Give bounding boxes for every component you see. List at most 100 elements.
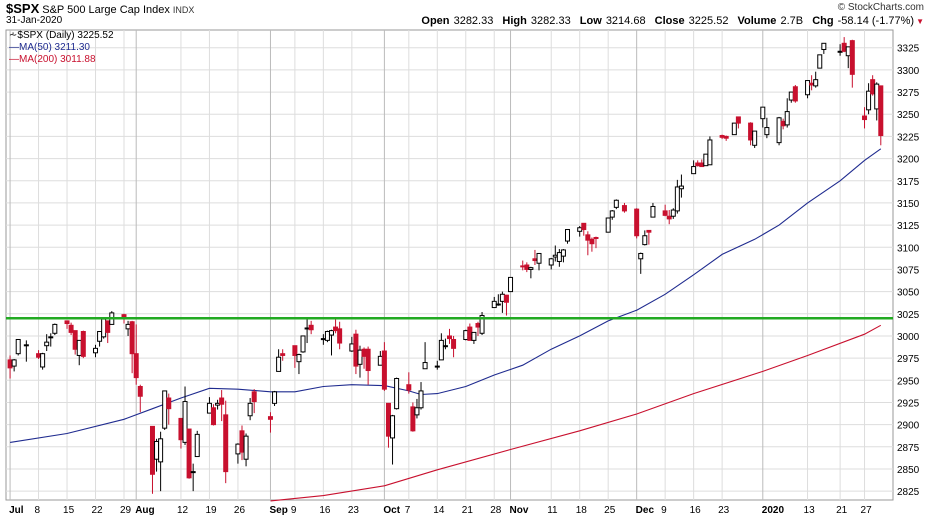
candle-body xyxy=(878,85,884,137)
candle-body xyxy=(642,235,648,246)
x-tick-label: 21 xyxy=(462,505,474,516)
ma50-line xyxy=(10,148,882,443)
candle-body xyxy=(817,54,823,69)
candle-body xyxy=(499,293,505,302)
high-label: High xyxy=(502,15,527,27)
x-tick-label: 27 xyxy=(861,505,873,516)
candle-body xyxy=(837,50,843,53)
candle-body xyxy=(752,130,758,146)
candle-body xyxy=(353,333,359,367)
candle-body xyxy=(821,42,827,51)
candle-body xyxy=(532,258,538,262)
candle-body xyxy=(158,438,164,463)
candle-body xyxy=(451,338,457,349)
low-label: Low xyxy=(579,15,602,27)
candle-body xyxy=(638,252,644,260)
y-tick-label: 3025 xyxy=(897,310,920,321)
candle-body xyxy=(365,348,371,372)
candle-body xyxy=(101,318,107,338)
candle-body xyxy=(320,338,326,341)
candle-body xyxy=(723,135,729,139)
y-tick-label: 2850 xyxy=(897,465,920,476)
candle-body xyxy=(349,343,355,352)
chart-header: $SPX S&P 500 Large Cap Index INDX 31-Jan-2… xyxy=(6,1,924,29)
x-tick-label: Nov xyxy=(510,505,529,516)
candle-body xyxy=(219,397,225,405)
candle-body xyxy=(475,323,481,328)
candle-body xyxy=(251,391,257,403)
candle-body xyxy=(52,323,58,334)
candle-body xyxy=(385,402,391,437)
x-tick-label: Oct xyxy=(383,505,400,516)
symbol-title: $SPX S&P 500 Large Cap Index INDX xyxy=(6,1,194,16)
candle-body xyxy=(97,331,103,342)
x-tick-label: 13 xyxy=(804,505,816,516)
exchange: INDX xyxy=(172,5,195,15)
candle-body xyxy=(813,79,819,87)
x-tick-label: Sep xyxy=(269,505,287,516)
candle-body xyxy=(235,443,241,455)
candle-body xyxy=(621,205,627,212)
y-tick-label: 2925 xyxy=(897,398,920,409)
candle-body xyxy=(536,252,542,264)
candle-body xyxy=(48,336,54,339)
x-tick-label: 21 xyxy=(836,505,848,516)
close-label: Close xyxy=(654,15,685,27)
candle-body xyxy=(866,90,872,111)
y-tick-label: 2975 xyxy=(897,354,920,365)
candle-body xyxy=(585,234,591,241)
candle-body xyxy=(337,328,343,344)
symbol: $SPX xyxy=(6,1,40,16)
high-value: 3282.33 xyxy=(530,15,571,27)
candle-body xyxy=(304,327,310,330)
x-tick-label: 15 xyxy=(63,505,75,516)
x-tick-label: 8 xyxy=(35,505,41,516)
chg-label: Chg xyxy=(812,15,834,27)
candle-body xyxy=(357,349,363,365)
candle-body xyxy=(296,354,302,363)
candle-body xyxy=(186,428,192,479)
candle-body xyxy=(390,415,396,439)
candle-body xyxy=(662,210,668,216)
x-tick-label: 12 xyxy=(177,505,189,516)
candle-body xyxy=(609,210,615,218)
candle-body xyxy=(414,407,420,416)
candle-body xyxy=(44,341,50,347)
candle-body xyxy=(792,86,798,102)
x-tick-label: 19 xyxy=(205,505,217,516)
y-tick-label: 3100 xyxy=(897,243,920,254)
candle-body xyxy=(105,320,111,333)
candle-body xyxy=(780,120,786,127)
candle-body xyxy=(64,320,70,325)
legend-ma200: —MA(200) 3011.88 xyxy=(9,54,96,65)
brand-watermark: © StockCharts.com xyxy=(837,2,924,13)
candle-body xyxy=(691,166,697,175)
candle-body xyxy=(15,338,21,355)
candle-body xyxy=(68,324,74,333)
candle-body xyxy=(666,215,672,220)
quote-summary: Open 3282.33 High 3282.33 Low 3214.68 Cl… xyxy=(415,15,924,27)
candle-body xyxy=(735,116,741,124)
y-tick-label: 3300 xyxy=(897,66,920,77)
candle-body xyxy=(564,229,570,242)
candle-body xyxy=(434,365,440,368)
candle-body xyxy=(748,122,754,141)
candle-body xyxy=(76,339,82,356)
candle-body xyxy=(154,440,160,460)
low-value: 3214.68 xyxy=(605,15,646,27)
x-tick-label: 23 xyxy=(348,505,360,516)
candle-body xyxy=(129,321,135,355)
x-tick-label: 16 xyxy=(319,505,331,516)
candle-body xyxy=(381,350,387,390)
y-tick-label: 3275 xyxy=(897,88,920,99)
candle-legend-icon: ⩪ xyxy=(9,30,18,41)
ma200-legend-icon: — xyxy=(9,54,19,65)
candle-body xyxy=(764,127,770,136)
candle-body xyxy=(634,208,640,237)
candle-body xyxy=(650,205,656,218)
y-tick-label: 2875 xyxy=(897,443,920,454)
candle-body xyxy=(520,265,526,268)
candle-body xyxy=(674,186,680,212)
candle-body xyxy=(280,353,286,356)
x-tick-label: 2020 xyxy=(762,505,785,516)
